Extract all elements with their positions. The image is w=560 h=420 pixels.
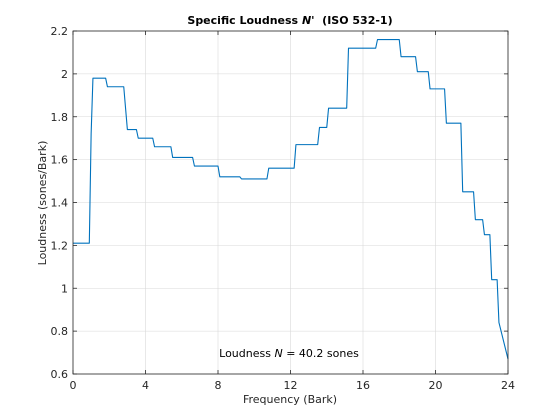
y-tick-label: 1.8 xyxy=(51,111,69,124)
x-tick-label: 20 xyxy=(429,379,443,392)
y-axis-title: Loudness (sones/Bark) xyxy=(36,141,49,266)
ticks: 0 4 8 12 16 20 24 0.6 0.8 1 1.2 1.4 1.6 1.8 2 2.2 xyxy=(51,25,516,392)
x-tick-label: 16 xyxy=(356,379,370,392)
x-axis-title: Frequency (Bark) xyxy=(243,393,337,406)
chart-title: Specific Loudness N' (ISO 532-1) xyxy=(187,14,392,27)
y-tick-label: 1.4 xyxy=(51,197,69,210)
y-tick-label: 0.6 xyxy=(51,368,69,381)
plot-area xyxy=(73,39,509,360)
x-tick-label: 12 xyxy=(284,379,298,392)
x-tick-label: 8 xyxy=(215,379,222,392)
x-tick-label: 4 xyxy=(142,379,149,392)
y-tick-label: 2 xyxy=(61,68,68,81)
series-line xyxy=(73,39,509,360)
loudness-annotation: Loudness N = 40.2 sones xyxy=(219,347,359,360)
y-tick-label: 0.8 xyxy=(51,325,69,338)
grid xyxy=(72,30,509,375)
y-tick-label: 1.2 xyxy=(51,239,69,252)
x-tick-label: 0 xyxy=(70,379,77,392)
y-tick-label: 1 xyxy=(61,282,68,295)
y-tick-label: 2.2 xyxy=(51,25,69,38)
x-tick-label: 24 xyxy=(501,379,515,392)
y-tick-label: 1.6 xyxy=(51,154,69,167)
